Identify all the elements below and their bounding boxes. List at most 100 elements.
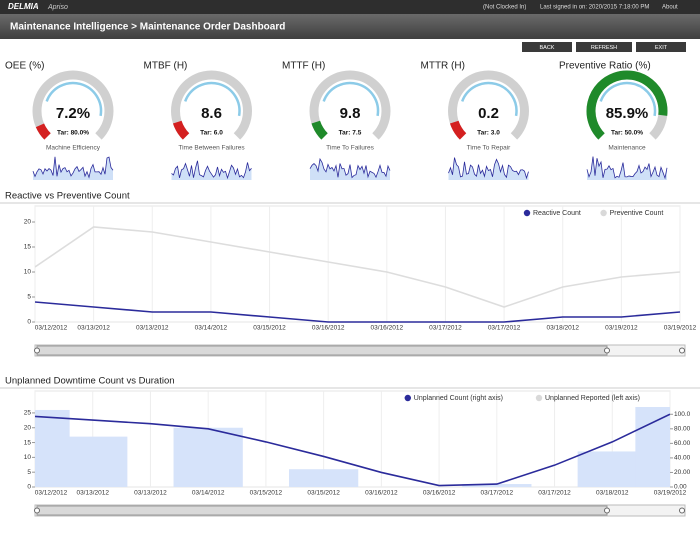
gauge-target-ring	[184, 81, 241, 117]
sparkline-area	[587, 156, 667, 180]
y-tick-label: 20	[24, 424, 32, 431]
button-label[interactable]: EXIT	[655, 45, 668, 51]
gauge-indicator	[35, 123, 51, 140]
x-tick-label: 03/13/2012	[136, 325, 169, 332]
x-tick-label: 03/19/2012	[664, 325, 697, 332]
bar	[173, 427, 243, 487]
x-tick-label: 03/15/2012	[250, 490, 283, 497]
gauge-caption: Time Between Failures	[178, 145, 245, 152]
button-label[interactable]: BACK	[540, 45, 555, 51]
gauge-indicator	[449, 120, 467, 140]
x-tick-label: 03/17/2012	[488, 325, 521, 332]
gauge-title: MTBF (H)	[144, 61, 188, 72]
gauge-value: 0.2	[478, 105, 499, 122]
button[interactable]	[522, 42, 572, 52]
y-tick-label: 15	[24, 439, 32, 446]
button-label[interactable]: REFRESH	[591, 45, 617, 51]
y-tick-label: 0	[27, 484, 31, 491]
product: Apriso	[47, 4, 68, 11]
sparkline-area	[310, 158, 390, 180]
legend-label[interactable]: Unplanned Count (right axis)	[414, 395, 503, 402]
gauge-target: Tar: 80.0%	[57, 130, 89, 137]
gauge-target: Tar: 6.0	[200, 130, 223, 137]
section-title: Unplanned Downtime Count vs Duration	[5, 376, 175, 387]
bar	[289, 469, 359, 487]
gauge-value: 85.9%	[606, 105, 649, 122]
gauge-caption: Time To Repair	[467, 145, 512, 152]
sparkline-area	[33, 156, 113, 180]
range-handle[interactable]	[604, 347, 610, 354]
sparkline-area	[448, 157, 529, 180]
y-tick-label: 5	[27, 294, 31, 301]
sparkline	[448, 157, 529, 180]
gauge-title: MTTR (H)	[421, 61, 465, 72]
gauge-target-ring	[322, 81, 380, 117]
gauge-title: MTTF (H)	[282, 61, 325, 72]
range-handle[interactable]	[679, 347, 685, 354]
sparkline	[171, 160, 252, 180]
gauge-caption: Maintenance	[608, 145, 646, 152]
legend-marker[interactable]	[404, 394, 411, 402]
range-selection[interactable]	[36, 345, 608, 356]
last-signed: Last signed in on: 2020/2015 7:18:00 PM	[540, 5, 649, 11]
button[interactable]	[636, 42, 686, 52]
x-tick-label: 03/13/2012	[77, 325, 110, 332]
x-tick-label: 03/17/2012	[429, 325, 462, 332]
range-handle[interactable]	[604, 507, 610, 514]
legend-marker[interactable]	[523, 209, 531, 217]
gauge-target: Tar: 7.5	[339, 130, 362, 137]
gauge-title: OEE (%)	[5, 61, 44, 72]
gauge-value: 9.8	[340, 105, 361, 122]
range-handle[interactable]	[34, 507, 40, 514]
gauge-value: 7.2%	[56, 105, 90, 122]
x-tick-label: 03/13/2012	[76, 490, 109, 497]
x-tick-label: 03/15/2012	[307, 490, 340, 497]
line-series	[35, 413, 670, 487]
x-tick-label: 03/18/2012	[596, 490, 629, 497]
legend-label[interactable]: Reactive Count	[533, 210, 581, 217]
sparkline	[586, 156, 668, 180]
top-bar	[0, 0, 700, 14]
x-tick-label: 03/19/2012	[654, 490, 687, 497]
x-tick-label: 03/14/2012	[195, 325, 228, 332]
x-tick-label: 03/19/2012	[605, 325, 638, 332]
y2-tick-label: 60.00	[674, 440, 691, 447]
gauge-caption: Machine Efficiency	[46, 145, 101, 152]
brand: DELMIA	[8, 2, 39, 11]
page-title: Maintenance Intelligence > Maintenance O…	[10, 22, 285, 33]
gauge-indicator	[172, 120, 190, 140]
x-tick-label: 03/16/2012	[365, 490, 398, 497]
legend-label[interactable]: Preventive Count	[610, 210, 664, 217]
x-tick-label: 03/12/2012	[35, 325, 68, 332]
gauge-track	[309, 70, 391, 140]
range-handle[interactable]	[679, 507, 685, 514]
y2-tick-label: 100.0	[674, 411, 691, 418]
legend-marker[interactable]	[600, 209, 607, 217]
clock-status: (Not Clocked In)	[483, 5, 526, 11]
legend-label[interactable]: Unplanned Reported (left axis)	[545, 395, 640, 402]
gauge-caption: Time To Failures	[326, 145, 374, 152]
y-tick-label: 10	[24, 454, 32, 461]
x-tick-label: 03/17/2012	[481, 490, 514, 497]
y-tick-label: 10	[24, 269, 32, 276]
legend-marker[interactable]	[535, 394, 543, 402]
x-tick-label: 03/14/2012	[192, 490, 225, 497]
range-handle[interactable]	[34, 347, 40, 354]
range-selection[interactable]	[36, 505, 608, 516]
bar	[58, 436, 128, 487]
gauge-value: 8.6	[201, 105, 222, 122]
about-link[interactable]: About	[662, 5, 678, 11]
y-tick-label: 20	[24, 219, 32, 226]
gauge-target: Tar: 3.0	[477, 130, 500, 137]
y2-tick-label: 20.00	[674, 469, 691, 476]
gauge-indicator	[311, 120, 328, 140]
x-tick-label: 03/13/2012	[134, 490, 167, 497]
y-tick-label: 15	[24, 244, 32, 251]
bar	[635, 407, 670, 487]
y-tick-label: 0	[27, 319, 31, 326]
button[interactable]	[576, 42, 632, 52]
gauge-indicator	[586, 70, 668, 140]
y2-tick-label: 40.00	[674, 455, 691, 462]
section-title: Reactive vs Preventive Count	[5, 191, 130, 202]
